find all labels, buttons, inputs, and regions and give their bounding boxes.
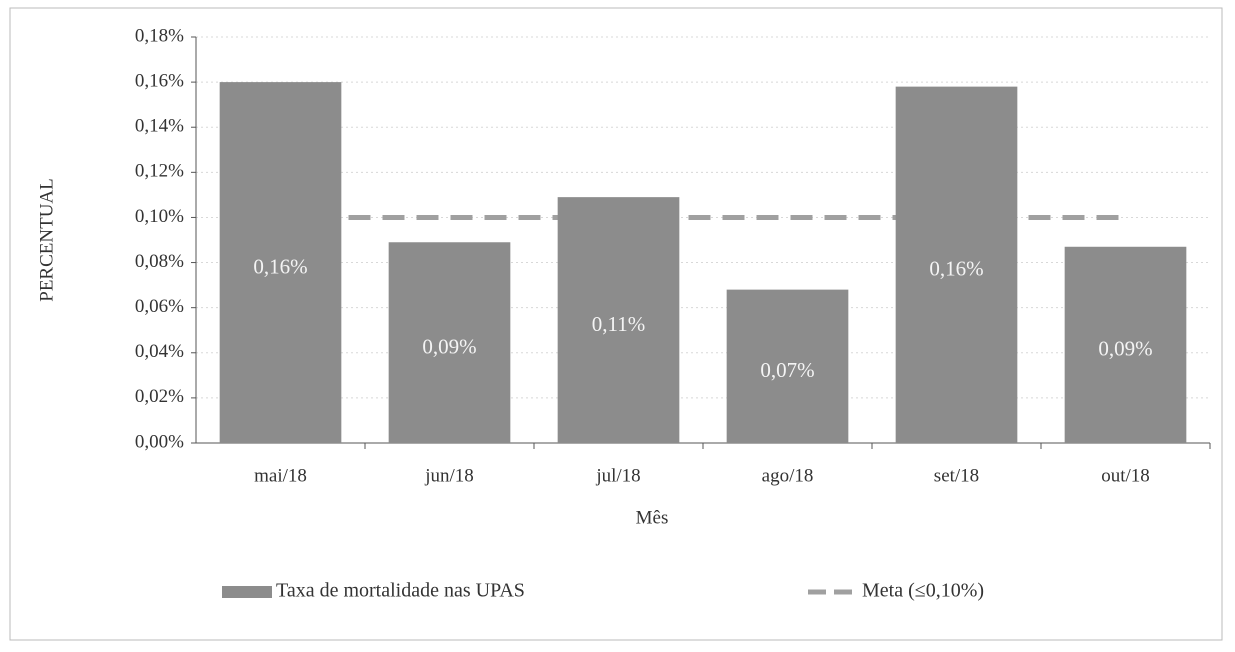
value-label: 0,07%	[760, 358, 814, 382]
bar	[388, 242, 511, 443]
bar	[726, 289, 849, 443]
y-tick-label: 0,18%	[135, 25, 184, 46]
x-tick-label: jul/18	[595, 465, 640, 486]
y-tick-label: 0,16%	[135, 70, 184, 91]
frame	[9, 7, 1223, 641]
y-tick-label: 0,02%	[135, 386, 184, 407]
y-tick-label: 0,08%	[135, 251, 184, 272]
value-label: 0,09%	[422, 334, 476, 358]
bar	[557, 197, 680, 443]
y-tick-label: 0,04%	[135, 341, 184, 362]
bar	[895, 86, 1018, 443]
value-label: 0,11%	[592, 312, 645, 336]
y-tick-label: 0,00%	[135, 431, 184, 452]
y-axis-title: PERCENTUAL	[36, 178, 57, 302]
legend-label: Taxa de mortalidade nas UPAS	[276, 580, 525, 602]
legend-label: Meta (≤0,10%)	[862, 580, 984, 602]
legend-swatch	[222, 586, 272, 598]
value-label: 0,16%	[929, 257, 983, 281]
x-tick-label: set/18	[934, 465, 979, 486]
y-tick-label: 0,12%	[135, 161, 184, 182]
x-tick-label: mai/18	[254, 465, 307, 486]
y-tick-label: 0,10%	[135, 206, 184, 227]
x-axis-title: Mês	[636, 507, 669, 528]
bar	[1064, 246, 1187, 443]
x-tick-label: ago/18	[762, 465, 814, 486]
bar	[219, 82, 342, 443]
y-tick-label: 0,14%	[135, 116, 184, 137]
x-tick-label: jun/18	[424, 465, 474, 486]
value-label: 0,16%	[253, 254, 307, 278]
x-tick-label: out/18	[1101, 465, 1150, 486]
y-tick-label: 0,06%	[135, 296, 184, 317]
value-label: 0,09%	[1098, 337, 1152, 361]
